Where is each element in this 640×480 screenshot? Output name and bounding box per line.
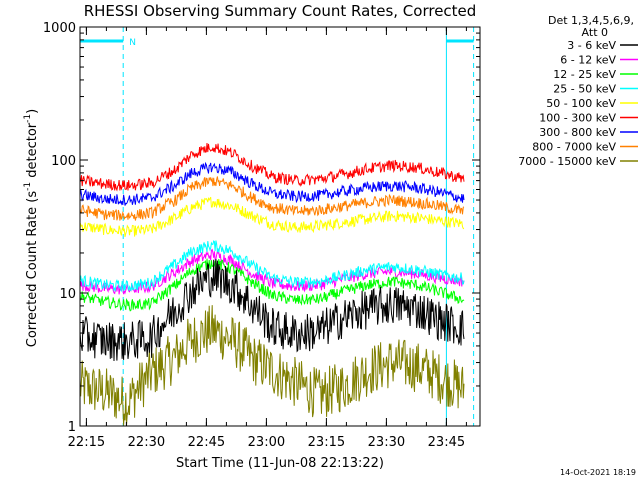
footer-date: 14-Oct-2021 18:19: [560, 468, 636, 477]
series-line-100-300-kev: [79, 142, 465, 192]
y-tick-label: 10: [59, 287, 76, 302]
y-axis-label-mid: detector: [25, 122, 40, 182]
y-tick-label: 1000: [43, 21, 76, 36]
legend-label: 100 - 300 keV: [539, 112, 616, 125]
marker-label: N: [129, 38, 136, 48]
axes: 1 10 100 1000 22:15 22:30 22:45 23:00 23:15 23:30…: [43, 21, 481, 450]
series-line-25-50-kev: [79, 240, 465, 293]
legend-label: 6 - 12 keV: [560, 54, 616, 67]
legend-label: 300 - 800 keV: [539, 126, 616, 139]
x-tick-label: 22:15: [68, 435, 105, 450]
chart-title: RHESSI Observing Summary Count Rates, Co…: [84, 2, 477, 20]
y-axis-label-main: Corrected Count Rate (s: [25, 191, 40, 348]
y-tick-label: 1: [68, 420, 76, 435]
legend-header: Det 1,3,4,5,6,9,: [548, 14, 634, 27]
x-tick-label: 23:00: [248, 435, 285, 450]
legend-label: 50 - 100 keV: [546, 97, 616, 110]
y-axis-label-exponent-1: -1: [23, 182, 33, 191]
legend: Det 1,3,4,5,6,9,Att 03 - 6 keV 6 - 12 keV…: [518, 14, 638, 168]
x-tick-label: 22:30: [128, 435, 165, 450]
series-line-50-100-kev: [79, 196, 465, 238]
legend-header: Att 0: [582, 26, 608, 39]
legend-label: 25 - 50 keV: [553, 83, 616, 96]
series-line-3-6-kev: [79, 259, 465, 362]
legend-label: 7000 - 15000 keV: [518, 155, 616, 168]
x-tick-label: 22:45: [188, 435, 225, 450]
y-axis-label: Corrected Count Rate (s-1 detector-1): [23, 109, 40, 347]
x-tick-label: 23:45: [428, 435, 465, 450]
x-tick-label: 23:30: [368, 435, 405, 450]
plot-frame: [79, 26, 481, 427]
legend-label: 800 - 7000 keV: [532, 141, 616, 154]
x-tick-label: 23:15: [308, 435, 345, 450]
y-tick-label: 100: [51, 154, 76, 169]
x-axis-label: Start Time (11-Jun-08 22:13:22): [176, 456, 384, 471]
series-line-800-7000-kev: [79, 176, 465, 221]
plot-area: N: [79, 27, 475, 427]
y-axis-label-exponent-2: -1: [23, 114, 33, 123]
y-axis-label-end: ): [25, 109, 40, 114]
legend-label: 3 - 6 keV: [567, 39, 616, 52]
series-line-300-800-kev: [79, 161, 465, 206]
legend-label: 12 - 25 keV: [553, 68, 616, 81]
series-line-12-25-kev: [79, 258, 465, 312]
series-line-7000-15000-kev: [79, 305, 465, 427]
